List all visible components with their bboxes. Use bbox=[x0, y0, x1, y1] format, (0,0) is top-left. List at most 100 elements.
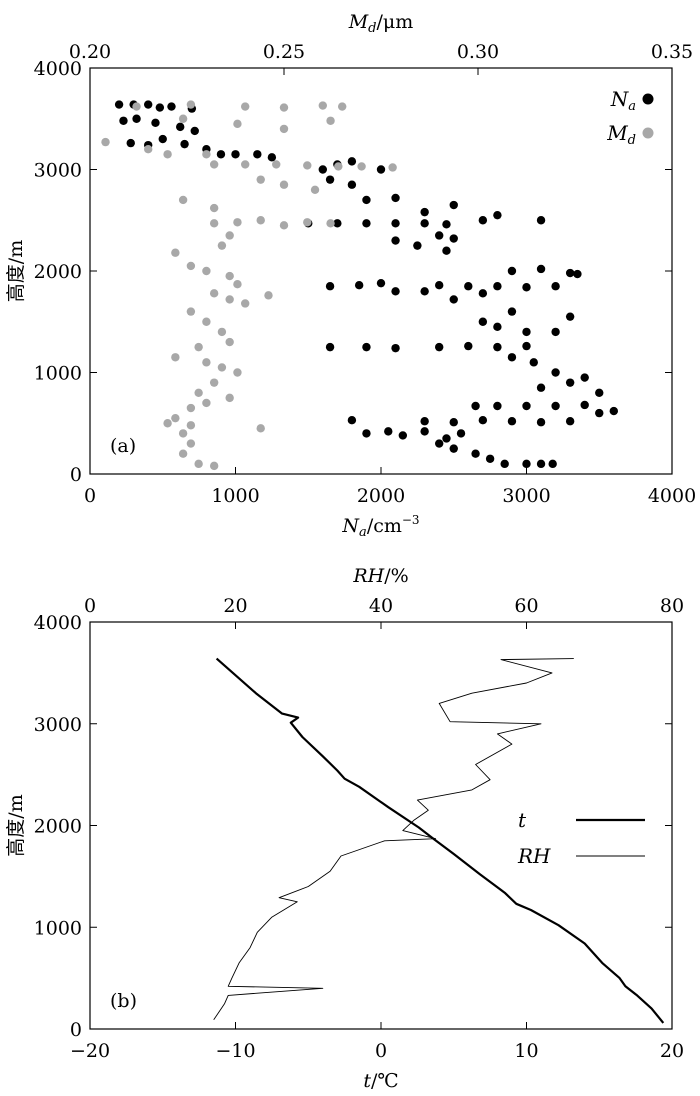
point-Md bbox=[101, 137, 110, 147]
legend-sub: d bbox=[628, 133, 636, 148]
x-axis-label-sup: −3 bbox=[402, 513, 420, 527]
y-tick-label: 0 bbox=[70, 464, 82, 486]
x-axis-label-var: N bbox=[341, 515, 360, 537]
top-axis-label: Md/μm bbox=[348, 11, 414, 36]
point-Na bbox=[420, 427, 429, 436]
point-Na bbox=[565, 268, 575, 278]
point-Na bbox=[493, 282, 502, 291]
point-Na bbox=[551, 282, 560, 291]
point-Na bbox=[420, 287, 429, 296]
point-Na bbox=[551, 327, 560, 337]
point-Na bbox=[325, 282, 335, 291]
point-Md bbox=[318, 101, 327, 110]
point-Na bbox=[507, 417, 517, 426]
point-Na bbox=[573, 269, 582, 279]
point-Na bbox=[347, 157, 357, 166]
x-tick-label: −20 bbox=[70, 1040, 110, 1062]
point-Na bbox=[471, 401, 480, 411]
point-Md bbox=[163, 150, 172, 159]
point-Na bbox=[144, 100, 153, 109]
point-Na bbox=[548, 459, 557, 469]
point-Na bbox=[391, 236, 400, 245]
point-Md bbox=[241, 299, 250, 308]
series-line-t bbox=[215, 657, 665, 1024]
panel-label: (b) bbox=[110, 990, 137, 1012]
point-Na bbox=[500, 459, 509, 469]
y-tick-label: 1000 bbox=[34, 363, 82, 385]
point-Na bbox=[551, 368, 560, 377]
point-Md bbox=[225, 337, 234, 347]
point-Md bbox=[186, 421, 196, 430]
point-Md bbox=[357, 162, 366, 171]
point-Na bbox=[522, 401, 531, 411]
point-Na bbox=[362, 195, 371, 205]
point-Na bbox=[435, 439, 444, 448]
point-Na bbox=[347, 180, 357, 189]
point-Na bbox=[456, 429, 466, 438]
point-Na bbox=[536, 264, 546, 274]
point-Na bbox=[507, 266, 517, 276]
x-tick-label: −10 bbox=[215, 1040, 255, 1062]
legend-label-t: t bbox=[518, 808, 527, 832]
point-Na bbox=[507, 307, 517, 316]
point-Md bbox=[209, 160, 219, 169]
point-Na bbox=[442, 220, 451, 229]
point-Md bbox=[279, 103, 289, 112]
point-Na bbox=[551, 401, 560, 411]
point-Md bbox=[225, 393, 234, 403]
point-Md bbox=[338, 102, 347, 111]
legend-sub: a bbox=[628, 99, 636, 114]
point-Md bbox=[202, 266, 211, 276]
point-Na bbox=[493, 210, 502, 220]
point-Na bbox=[253, 150, 262, 159]
top-tick-label: 0.35 bbox=[651, 41, 693, 63]
top-axis-label-sub: d bbox=[368, 21, 376, 36]
point-Na bbox=[485, 454, 495, 463]
point-Md bbox=[272, 160, 281, 169]
point-Na bbox=[376, 278, 386, 288]
point-Na bbox=[391, 219, 400, 228]
y-axis-label: 高度/m bbox=[5, 794, 27, 856]
x-axis-label-unit: /℃ bbox=[371, 1070, 399, 1092]
point-Md bbox=[233, 368, 242, 377]
point-Md bbox=[144, 145, 153, 154]
point-Md bbox=[171, 413, 180, 423]
point-Na bbox=[435, 342, 444, 352]
point-Na bbox=[413, 241, 422, 250]
x-axis-label: Na/cm−3 bbox=[341, 513, 419, 540]
point-Na bbox=[529, 358, 538, 367]
point-Na bbox=[216, 150, 226, 159]
top-axis-label-unit: /% bbox=[384, 565, 408, 587]
point-Na bbox=[449, 444, 458, 453]
top-tick-label: 20 bbox=[223, 595, 247, 617]
y-tick-label: 1000 bbox=[34, 917, 82, 939]
point-Na bbox=[442, 434, 451, 443]
point-Na bbox=[536, 459, 546, 469]
top-tick-label: 0.20 bbox=[69, 41, 111, 63]
point-Na bbox=[536, 383, 546, 392]
point-Na bbox=[493, 401, 502, 411]
point-Md bbox=[264, 291, 273, 300]
point-Md bbox=[310, 185, 320, 194]
panel-label: (a) bbox=[110, 435, 136, 457]
point-Md bbox=[194, 342, 203, 352]
legend-var: N bbox=[610, 87, 630, 111]
point-Md bbox=[178, 449, 188, 458]
point-Na bbox=[354, 281, 364, 290]
point-Na bbox=[391, 343, 400, 353]
point-Md bbox=[202, 150, 211, 159]
point-Na bbox=[318, 165, 327, 174]
top-axis-label-unit: /μm bbox=[377, 11, 414, 33]
top-axis-label-var: RH bbox=[352, 565, 384, 587]
point-Md bbox=[225, 271, 234, 281]
point-Na bbox=[420, 219, 429, 228]
legend-marker-Md bbox=[642, 127, 654, 139]
x-tick-label: 3000 bbox=[502, 485, 550, 507]
point-Na bbox=[362, 342, 371, 352]
point-Md bbox=[171, 248, 180, 257]
x-axis-label-sub: a bbox=[359, 525, 367, 540]
x-axis-label-unit: /cm bbox=[367, 515, 402, 537]
point-Na bbox=[464, 341, 473, 351]
point-Md bbox=[326, 219, 335, 228]
